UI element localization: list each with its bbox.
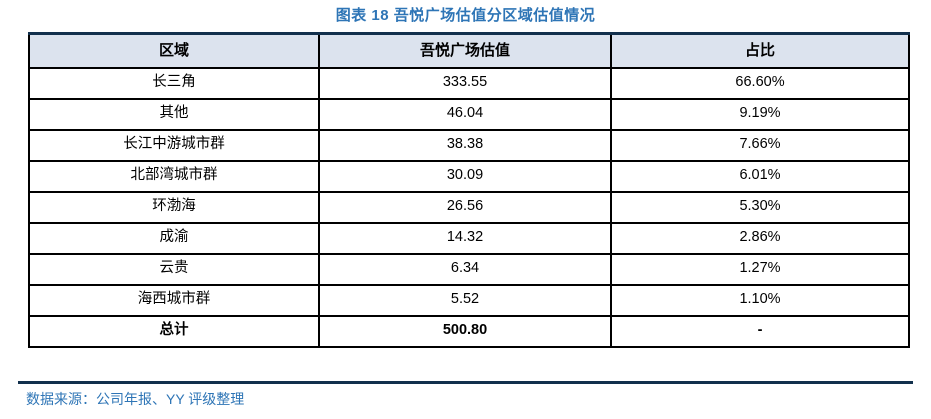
table-row: 海西城市群 5.52 1.10% — [28, 283, 910, 317]
table-row: 其他 46.04 9.19% — [28, 97, 910, 131]
column-header-region: 区域 — [28, 32, 320, 69]
table-wrapper: 区域 吾悦广场估值 占比 长三角 333.55 66.60% 其他 46.04 … — [28, 32, 910, 348]
column-header-share: 占比 — [610, 32, 910, 69]
cell-valuation: 6.34 — [318, 252, 612, 286]
figure-title: 图表 18 吾悦广场估值分区域估值情况 — [335, 7, 596, 24]
cell-share: 1.10% — [610, 283, 910, 317]
cell-total-label: 总计 — [28, 314, 320, 348]
cell-region: 北部湾城市群 — [28, 159, 320, 193]
cell-region: 云贵 — [28, 252, 320, 286]
table-row: 环渤海 26.56 5.30% — [28, 190, 910, 224]
table-header: 区域 吾悦广场估值 占比 — [28, 32, 910, 69]
cell-valuation: 26.56 — [318, 190, 612, 224]
cell-region: 环渤海 — [28, 190, 320, 224]
cell-region: 长江中游城市群 — [28, 128, 320, 162]
source-note: 数据来源：公司年报、YY 评级整理 — [26, 391, 245, 407]
cell-region: 长三角 — [28, 66, 320, 100]
cell-valuation: 46.04 — [318, 97, 612, 131]
cell-valuation: 30.09 — [318, 159, 612, 193]
cell-share: 7.66% — [610, 128, 910, 162]
cell-share: 9.19% — [610, 97, 910, 131]
cell-share: 2.86% — [610, 221, 910, 255]
cell-valuation: 5.52 — [318, 283, 612, 317]
column-header-valuation: 吾悦广场估值 — [318, 32, 612, 69]
table-row: 长江中游城市群 38.38 7.66% — [28, 128, 910, 162]
cell-share: 66.60% — [610, 66, 910, 100]
table-row: 北部湾城市群 30.09 6.01% — [28, 159, 910, 193]
cell-valuation: 14.32 — [318, 221, 612, 255]
cell-total-valuation: 500.80 — [318, 314, 612, 348]
table-row: 云贵 6.34 1.27% — [28, 252, 910, 286]
table-body: 长三角 333.55 66.60% 其他 46.04 9.19% 长江中游城市群… — [28, 66, 910, 348]
valuation-table: 区域 吾悦广场估值 占比 长三角 333.55 66.60% 其他 46.04 … — [28, 32, 910, 348]
cell-region: 成渝 — [28, 221, 320, 255]
table-total-row: 总计 500.80 - — [28, 314, 910, 348]
cell-valuation: 38.38 — [318, 128, 612, 162]
cell-region: 其他 — [28, 97, 320, 131]
cell-region: 海西城市群 — [28, 283, 320, 317]
cell-valuation: 333.55 — [318, 66, 612, 100]
bottom-divider — [18, 381, 913, 384]
table-row: 长三角 333.55 66.60% — [28, 66, 910, 100]
cell-total-share: - — [610, 314, 910, 348]
cell-share: 1.27% — [610, 252, 910, 286]
table-row: 成渝 14.32 2.86% — [28, 221, 910, 255]
cell-share: 5.30% — [610, 190, 910, 224]
cell-share: 6.01% — [610, 159, 910, 193]
table-header-row: 区域 吾悦广场估值 占比 — [28, 32, 910, 69]
